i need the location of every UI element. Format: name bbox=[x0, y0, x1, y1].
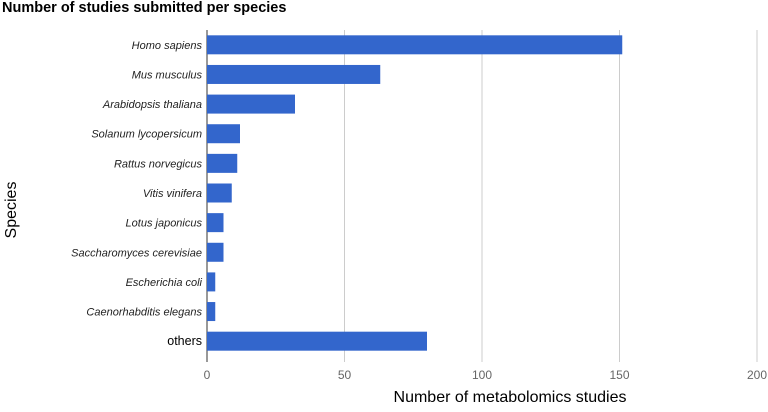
x-axis-title: Number of metabolomics studies bbox=[393, 389, 627, 406]
category-label: Saccharomyces cerevisiae bbox=[71, 247, 202, 259]
bar bbox=[207, 242, 224, 262]
bar bbox=[207, 94, 295, 114]
bar bbox=[207, 64, 381, 84]
category-labels: Homo sapiens Mus musculus Arabidopsis thal… bbox=[71, 40, 202, 348]
bar bbox=[207, 183, 232, 203]
bar bbox=[207, 272, 216, 292]
category-label: Caenorhabditis elegans bbox=[86, 307, 202, 319]
bar bbox=[207, 124, 240, 144]
bar bbox=[207, 153, 238, 173]
category-label: Lotus japonicus bbox=[126, 218, 203, 230]
category-label: Arabidopsis thaliana bbox=[102, 99, 202, 111]
x-tick-labels: 0 50 100 150 200 bbox=[204, 368, 768, 382]
category-label: Homo sapiens bbox=[132, 40, 203, 52]
bar bbox=[207, 35, 623, 55]
bars bbox=[207, 35, 623, 351]
x-tick-label: 100 bbox=[472, 368, 492, 382]
chart-title: Number of studies submitted per species bbox=[2, 0, 287, 16]
category-label: Solanum lycopersicum bbox=[91, 129, 202, 141]
category-label: others bbox=[167, 334, 202, 348]
category-label: Vitis vinifera bbox=[143, 188, 202, 200]
bar bbox=[207, 302, 216, 322]
bar bbox=[207, 331, 427, 351]
x-tick-label: 150 bbox=[609, 368, 629, 382]
category-label: Mus musculus bbox=[132, 69, 203, 81]
x-tick-label: 200 bbox=[747, 368, 767, 382]
x-tick-label: 50 bbox=[338, 368, 352, 382]
category-label: Rattus norvegicus bbox=[114, 158, 203, 170]
category-label: Escherichia coli bbox=[126, 277, 203, 289]
x-tick-label: 0 bbox=[204, 368, 211, 382]
bar bbox=[207, 213, 224, 233]
